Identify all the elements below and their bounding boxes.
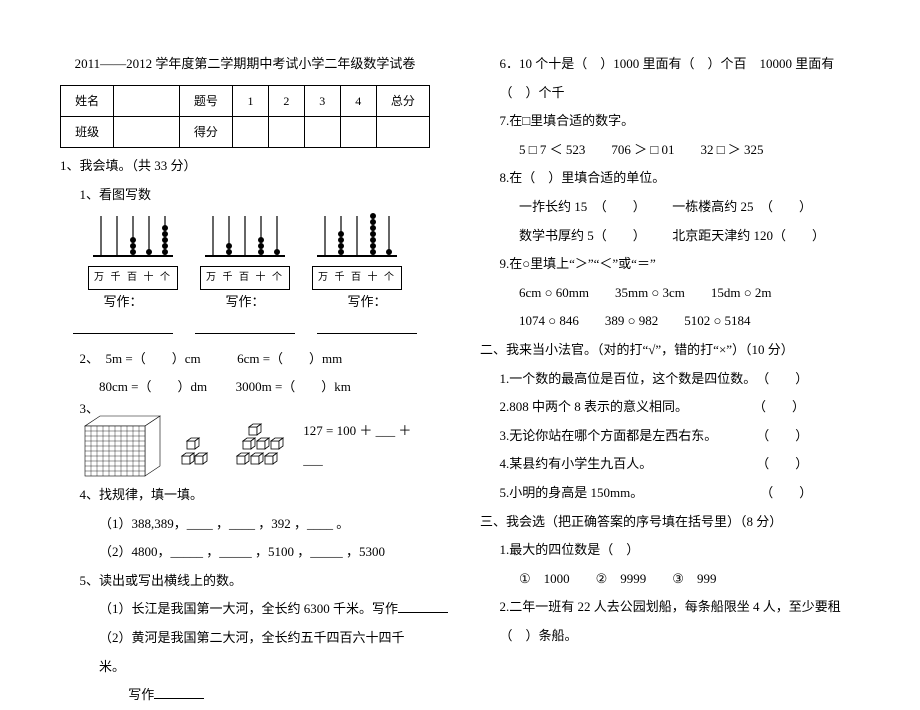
abacus-labels: 万 千 百 十 个 (200, 266, 290, 290)
s2-3: 3.无论你站在哪个方面都是左西右东。 （ ） (480, 422, 860, 451)
left-column: 2011——2012 学年度第二学期期中考试小学二年级数学试卷 姓名 题号 1 … (0, 0, 460, 651)
s3-1: 1.最大的四位数是（ ） (480, 536, 860, 565)
abacus-labels: 万 千 百 十 个 (312, 266, 402, 290)
abacus-icon (312, 206, 402, 266)
q5-2b: 写作 (60, 681, 430, 710)
q9-2: 1074 ○ 846 389 ○ 982 5102 ○ 5184 (480, 307, 860, 336)
right-column: 6．10 个十是（ ）1000 里面有（ ）个百 10000 里面有（ ）个千 … (460, 0, 920, 651)
q4-1: （1）388,389，____ ，____ ，392 ，____ 。 (60, 510, 430, 539)
abacus-row: 万 千 百 十 个 万 千 百 十 个 (60, 206, 430, 290)
text: 80cm =（ ）dm (99, 379, 207, 394)
section-1-header: 1、我会填。（共 33 分） (60, 152, 430, 181)
s2-5: 5.小明的身高是 150mm。 （ ） (480, 479, 860, 508)
cell: 总分 (376, 85, 429, 116)
small-cubes-icon (235, 421, 293, 481)
text: 3000m =（ ）km (236, 379, 351, 394)
text: 2、 5m =（ ）cm (80, 351, 201, 366)
s3-1-opts: ① 1000 ② 9999 ③ 999 (480, 565, 860, 594)
cell: 1 (233, 85, 269, 116)
q5-label: 5、读出或写出横线上的数。 (60, 567, 430, 596)
cell: 班级 (61, 116, 114, 147)
label: 写作： (347, 294, 386, 309)
big-cube-icon (80, 411, 167, 481)
q4-label: 4、找规律，填一填。 (60, 481, 430, 510)
label: 写作： (225, 294, 264, 309)
cell (376, 116, 429, 147)
section-3-header: 三、我会选（把正确答案的序号填在括号里）（8 分） (480, 508, 860, 537)
text: 一栋楼高约 25 （ ） (672, 199, 812, 214)
q2-line1: 2、 5m =（ ）cm 6cm =（ ）mm (60, 345, 430, 374)
s3-2: 2.二年一班有 22 人去公园划船，每条船限坐 4 人，至少要租（ ）条船。 (480, 593, 860, 650)
cell (304, 116, 340, 147)
text: 一拃长约 15 （ ） (519, 199, 646, 214)
cell: 2 (268, 85, 304, 116)
abacus-labels: 万 千 百 十 个 (88, 266, 178, 290)
text: 6cm =（ ）mm (237, 351, 342, 366)
q2-line2: 80cm =（ ）dm 3000m =（ ）km (60, 373, 430, 402)
write-label: 写作： (317, 288, 417, 345)
cell (268, 116, 304, 147)
q6: 6．10 个十是（ ）1000 里面有（ ）个百 10000 里面有（ ）个千 (480, 50, 860, 107)
exam-title: 2011——2012 学年度第二学期期中考试小学二年级数学试卷 (60, 50, 430, 79)
cell (233, 116, 269, 147)
q8-row2: 数学书厚约 5（ ） 北京距天津约 120（ ） (480, 222, 860, 251)
cell: 4 (340, 85, 376, 116)
write-label: 写作： (195, 288, 295, 345)
cell: 题号 (179, 85, 232, 116)
table-row: 班级 得分 (61, 116, 430, 147)
cell (340, 116, 376, 147)
q8-label: 8.在（ ）里填合适的单位。 (480, 164, 860, 193)
s2-2: 2.808 中两个 8 表示的意义相同。 （ ） (480, 393, 860, 422)
q9-1: 6cm ○ 60mm 35mm ○ 3cm 15dm ○ 2m (480, 279, 860, 308)
text: 数学书厚约 5（ ） (519, 228, 646, 243)
cell (114, 85, 179, 116)
label: 写作： (103, 294, 142, 309)
cubes-row: 127 = 100 ＋ ___ ＋ ___ (60, 411, 430, 481)
q4-2: （2）4800，_____ ，_____ ，5100 ，_____ ，5300 (60, 538, 430, 567)
score-table: 姓名 题号 1 2 3 4 总分 班级 得分 (60, 85, 430, 149)
q9-label: 9.在○里填上“＞”“＜”或“＝” (480, 250, 860, 279)
q3-equation: 127 = 100 ＋ ___ ＋ ___ (303, 417, 430, 474)
q7-line: 5 □ 7 ＜ 523 706 ＞ □ 01 32 □ ＞ 325 (480, 136, 860, 165)
cell: 3 (304, 85, 340, 116)
cell (114, 116, 179, 147)
s2-1: 1.一个数的最高位是百位，这个数是四位数。 （ ） (480, 365, 860, 394)
q5-1: （1）长江是我国第一大河，全长约 6300 千米。写作 (60, 595, 430, 624)
cell: 得分 (179, 116, 232, 147)
cell: 姓名 (61, 85, 114, 116)
q5-2a: （2）黄河是我国第二大河，全长约五千四百六十四千米。 (60, 624, 430, 681)
text: 北京距天津约 120（ ） (672, 228, 825, 243)
abacus-3: 万 千 百 十 个 (312, 206, 402, 290)
table-row: 姓名 题号 1 2 3 4 总分 (61, 85, 430, 116)
text: （1）长江是我国第一大河，全长约 6300 千米。写作 (99, 601, 398, 616)
s2-4: 4.某县约有小学生九百人。 （ ） (480, 450, 860, 479)
text: 写作 (128, 687, 154, 702)
q7-label: 7.在□里填合适的数字。 (480, 107, 860, 136)
abacus-icon (200, 206, 290, 266)
abacus-2: 万 千 百 十 个 (200, 206, 290, 290)
q8-row1: 一拃长约 15 （ ） 一栋楼高约 25 （ ） (480, 193, 860, 222)
abacus-1: 万 千 百 十 个 (88, 206, 178, 290)
abacus-icon (88, 206, 178, 266)
small-cubes-icon (177, 421, 225, 481)
write-row: 写作： 写作： 写作： (60, 288, 430, 345)
section-2-header: 二、我来当小法官。（对的打“√”，错的打“×”）（10 分） (480, 336, 860, 365)
write-label: 写作： (73, 288, 173, 345)
